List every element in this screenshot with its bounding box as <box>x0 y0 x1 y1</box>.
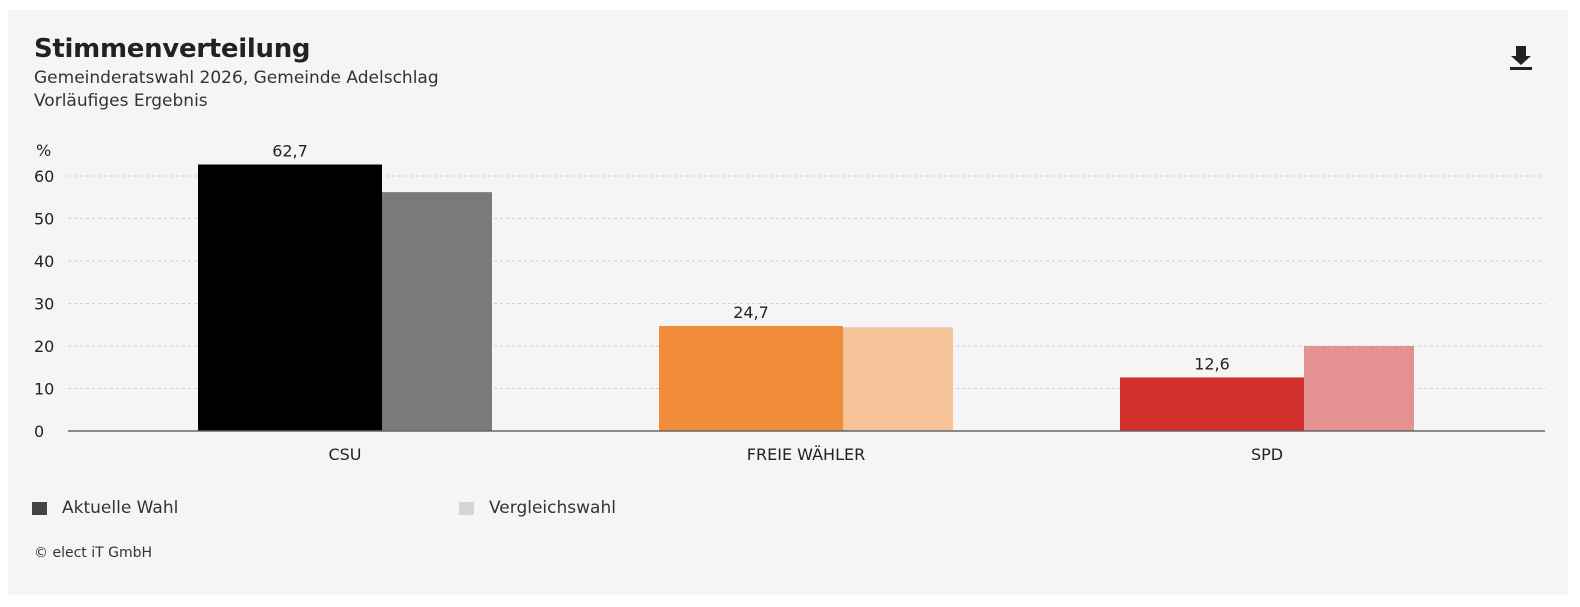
y-tick-label: 40 <box>34 252 54 271</box>
copyright-footer: © elect iT GmbH <box>34 545 152 561</box>
x-tick-label: CSU <box>328 445 361 464</box>
bar-chart: 0 10 20 30 40 50 60% 62,7 CSU 24,7 FREIE WÄHLER 12,… <box>34 141 1545 464</box>
x-tick-label: FREIE WÄHLER <box>747 445 865 464</box>
y-tick-label: 50 <box>34 210 54 229</box>
data-label: 24,7 <box>733 303 769 322</box>
legend-swatch <box>32 501 47 515</box>
legend-swatch <box>459 501 474 515</box>
y-tick-label: 0 <box>34 422 44 441</box>
chart-subtitle: Gemeinderatswahl 2026, Gemeinde Adelschl… <box>34 68 439 88</box>
bar-vergleichswahl-2[interactable] <box>1304 346 1414 431</box>
y-tick-label: 60 <box>34 167 54 186</box>
legend-label: Aktuelle Wahl <box>62 498 179 518</box>
y-tick-label: 30 <box>34 295 54 314</box>
x-tick-label: SPD <box>1251 445 1283 464</box>
chart-title: Stimmenverteilung <box>34 34 311 64</box>
legend-label: Vergleichswahl <box>489 498 616 518</box>
bar-aktuelle-wahl-1[interactable] <box>659 326 843 431</box>
legend-item-aktuelle-wahl[interactable]: Aktuelle Wahl <box>32 496 178 520</box>
download-icon[interactable] <box>1506 42 1536 72</box>
y-tick-label: 10 <box>34 380 54 399</box>
bar-aktuelle-wahl-2[interactable] <box>1120 377 1304 431</box>
y-axis-unit-label: % <box>36 141 51 160</box>
data-label: 62,7 <box>272 142 308 161</box>
result-status: Vorläufiges Ergebnis <box>34 91 208 111</box>
download-icon-graphic <box>1510 46 1532 70</box>
bar-aktuelle-wahl-0[interactable] <box>198 164 382 431</box>
bar-vergleichswahl-0[interactable] <box>382 192 492 431</box>
data-label: 12,6 <box>1194 354 1230 373</box>
legend-item-vergleichswahl[interactable]: Vergleichswahl <box>459 496 616 520</box>
y-tick-label: 20 <box>34 337 54 356</box>
bar-vergleichswahl-1[interactable] <box>843 327 953 431</box>
chart-card: Stimmenverteilung Gemeinderatswahl 2026,… <box>8 10 1568 595</box>
